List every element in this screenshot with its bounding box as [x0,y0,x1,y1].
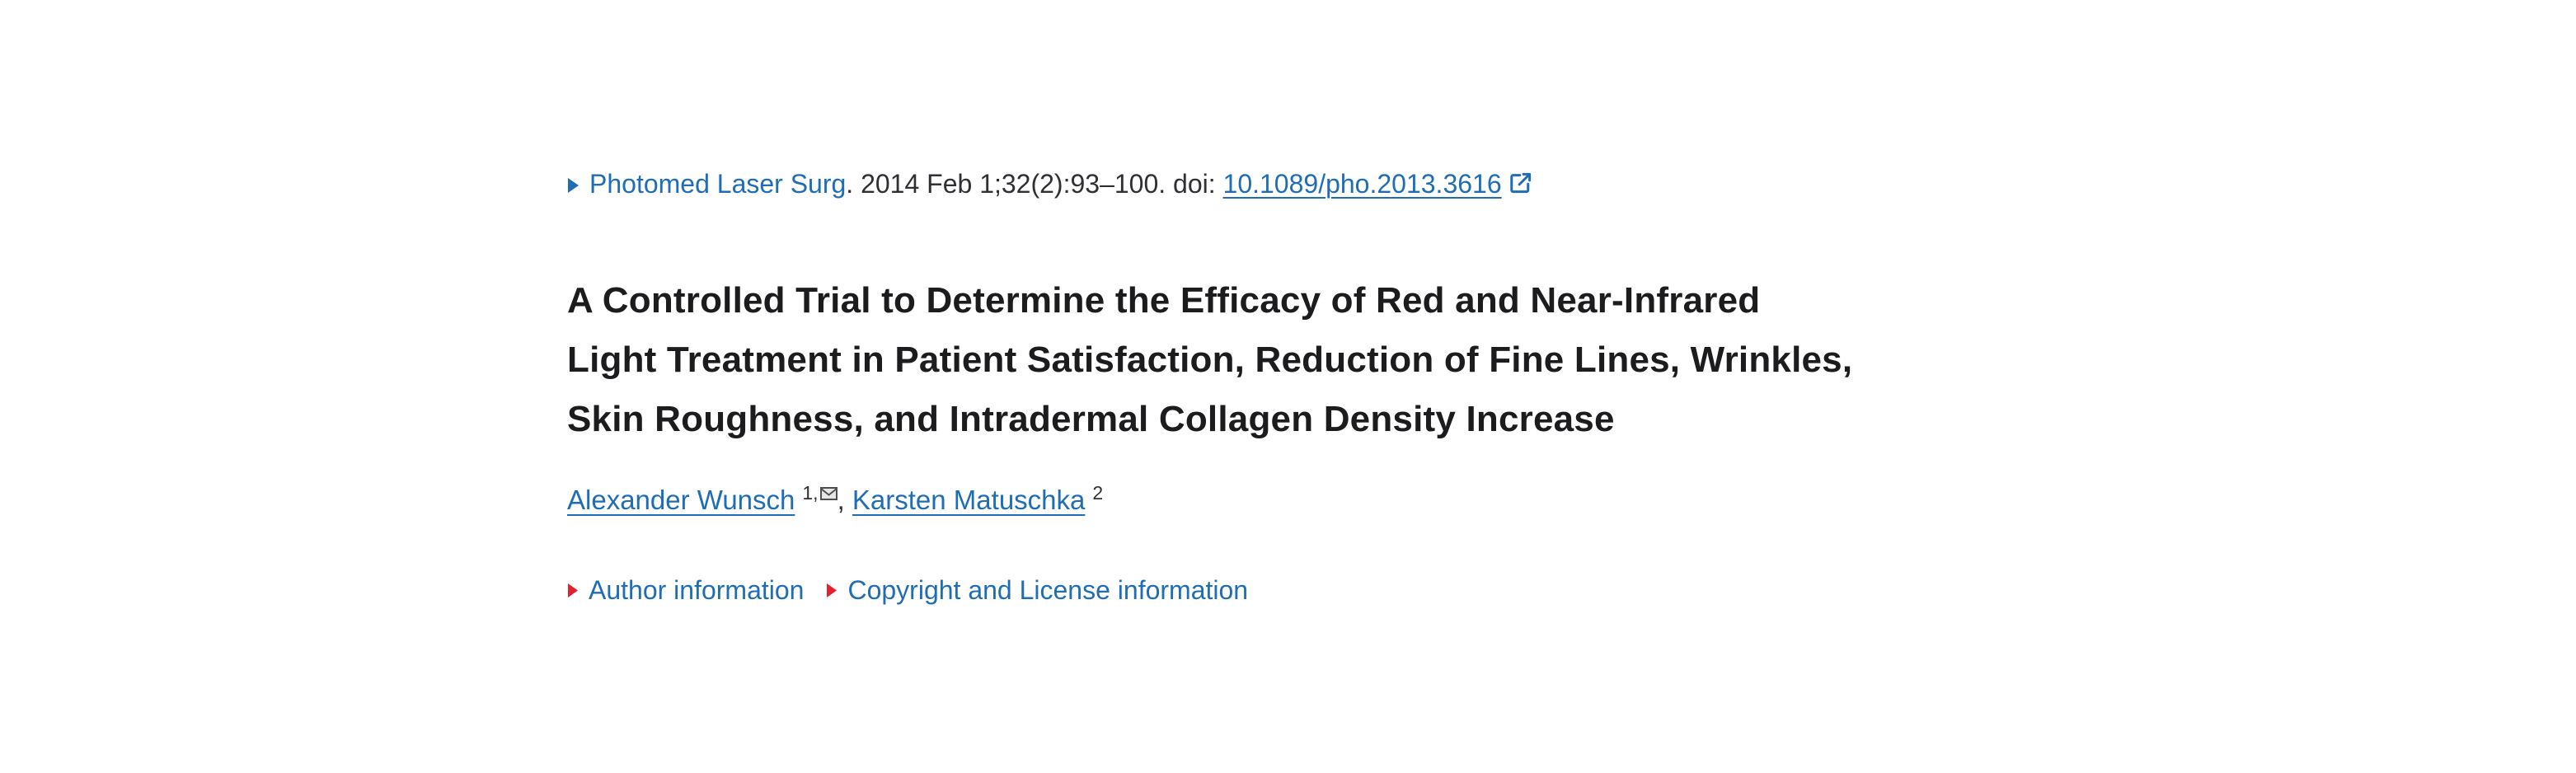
doi-link[interactable]: 10.1089/pho.2013.3616 [1222,169,1502,199]
authors-line: Alexander Wunsch 1, , Karsten Matuschka 2 [567,482,2199,518]
author-link-alexander-wunsch[interactable]: Alexander Wunsch [567,485,795,515]
citation-text: . 2014 Feb 1;32(2):93–100. doi: [846,169,1223,199]
author-information-label: Author information [589,575,805,605]
info-links-row: Author information Copyright and License… [567,573,2199,607]
journal-link[interactable]: Photomed Laser Surg [589,169,847,199]
copyright-license-label: Copyright and License information [847,575,1249,605]
title-line: Skin Roughness, and Intradermal Collagen… [567,399,1615,439]
external-link-icon [1509,172,1531,194]
triangle-right-icon [568,583,578,597]
envelope-icon[interactable] [819,487,838,500]
author-link-karsten-matuschka[interactable]: Karsten Matuschka [852,485,1086,515]
citation-line: Photomed Laser Surg. 2014 Feb 1;32(2):93… [567,167,2199,200]
author-1-affiliation-number: 1, [802,482,819,504]
author-1-affiliation-sup: 1, [802,482,838,504]
triangle-right-icon [827,583,838,597]
article-header: Photomed Laser Surg. 2014 Feb 1;32(2):93… [567,167,2199,607]
author-information-toggle[interactable]: Author information [567,573,804,607]
article-title: A Controlled Trial to Determine the Effi… [567,271,2199,449]
author-separator: , [837,485,852,515]
title-line: Light Treatment in Patient Satisfaction,… [567,340,1853,380]
title-line: A Controlled Trial to Determine the Effi… [567,280,1761,321]
author-2-affiliation-sup: 2 [1092,482,1104,504]
copyright-license-toggle[interactable]: Copyright and License information [826,573,1248,607]
journal-citation-toggle[interactable]: Photomed Laser Surg [567,169,846,199]
triangle-right-icon [568,178,579,193]
